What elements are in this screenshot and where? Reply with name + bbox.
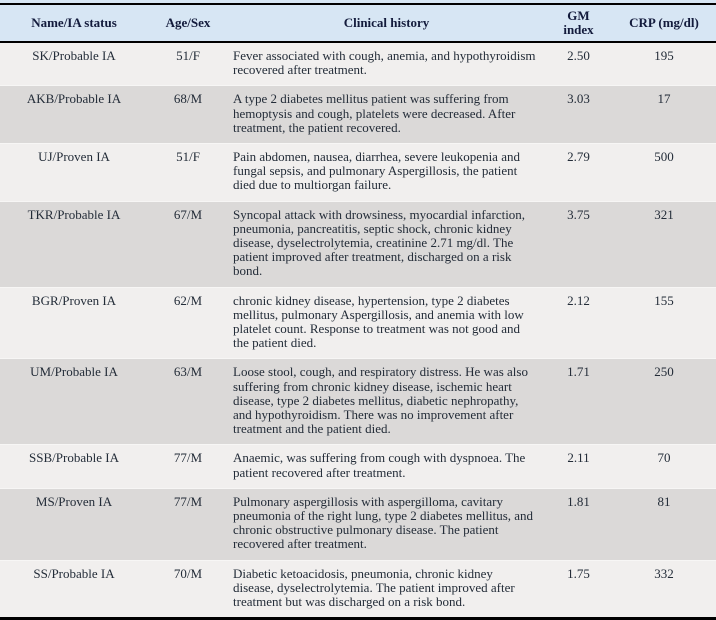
cell-name-ia-status: SS/Probable IA (0, 559, 148, 619)
cell-clinical-history: Pulmonary aspergillosis with aspergillom… (228, 487, 545, 561)
cell-crp: 500 (612, 143, 716, 202)
cell-gm-index: 3.75 (545, 200, 612, 288)
cell-name-ia-status: SSB/Probable IA (0, 444, 148, 489)
table-row: TKR/Probable IA 67/M Syncopal attack wit… (0, 200, 716, 288)
table-row: SS/Probable IA 70/M Diabetic ketoacidosi… (0, 559, 716, 619)
cell-gm-index: 2.12 (545, 286, 612, 359)
cell-age-sex: 77/M (148, 487, 228, 561)
cell-clinical-history: Diabetic ketoacidosis, pneumonia, chroni… (228, 559, 545, 619)
table-row: UJ/Proven IA 51/F Pain abdomen, nausea, … (0, 143, 716, 202)
table-row: UM/Probable IA 63/M Loose stool, cough, … (0, 358, 716, 445)
cell-age-sex: 70/M (148, 559, 228, 619)
cell-gm-index: 1.75 (545, 559, 612, 619)
cell-name-ia-status: TKR/Probable IA (0, 200, 148, 288)
cell-crp: 321 (612, 200, 716, 288)
col-header-gm-index: GM index (545, 4, 612, 43)
cell-clinical-history: Pain abdomen, nausea, diarrhea, severe l… (228, 143, 545, 202)
cell-gm-index: 2.11 (545, 444, 612, 489)
table-row: SK/Probable IA 51/F Fever associated wit… (0, 42, 716, 86)
cell-crp: 250 (612, 358, 716, 445)
table-row: BGR/Proven IA 62/M chronic kidney diseas… (0, 286, 716, 359)
header-row: Name/IA status Age/Sex Clinical history … (0, 4, 716, 43)
cell-crp: 70 (612, 444, 716, 489)
cell-age-sex: 51/F (148, 143, 228, 202)
cell-clinical-history: A type 2 diabetes mellitus patient was s… (228, 85, 545, 144)
cell-gm-index: 3.03 (545, 85, 612, 144)
cell-age-sex: 62/M (148, 286, 228, 359)
cell-gm-index: 1.71 (545, 358, 612, 445)
cell-name-ia-status: AKB/Probable IA (0, 85, 148, 144)
table-header: Name/IA status Age/Sex Clinical history … (0, 4, 716, 43)
ia-patient-case-table: Name/IA status Age/Sex Clinical history … (0, 3, 716, 620)
cell-age-sex: 51/F (176, 48, 200, 63)
cell-name-ia-status: UJ/Proven IA (0, 143, 148, 202)
cell-clinical-history: Anaemic, was suffering from cough with d… (228, 444, 545, 489)
cell-crp: 17 (612, 85, 716, 144)
table-row: AKB/Probable IA 68/M A type 2 diabetes m… (0, 85, 716, 144)
cell-age-sex: 77/M (148, 444, 228, 489)
table-row: MS/Proven IA 77/M Pulmonary aspergillosi… (0, 487, 716, 561)
table-body: SK/Probable IA 51/F Fever associated wit… (0, 42, 716, 619)
col-header-clinical-history: Clinical history (228, 4, 545, 43)
col-header-age-sex: Age/Sex (148, 4, 228, 43)
col-header-crp: CRP (mg/dl) (612, 4, 716, 43)
cell-name-ia-status: MS/Proven IA (0, 487, 148, 561)
cell-age-sex: 63/M (148, 358, 228, 445)
cell-age-sex: 67/M (148, 200, 228, 288)
cell-name-ia-status: SK/Probable IA (32, 48, 116, 63)
table-row: SSB/Probable IA 77/M Anaemic, was suffer… (0, 444, 716, 489)
cell-clinical-history: Fever associated with cough, anemia, and… (233, 48, 536, 78)
cell-crp: 332 (612, 559, 716, 619)
cell-name-ia-status: UM/Probable IA (0, 358, 148, 445)
cell-clinical-history: Loose stool, cough, and respiratory dist… (228, 358, 545, 445)
cell-gm-index: 2.50 (567, 48, 590, 63)
col-header-name-ia-status: Name/IA status (0, 4, 148, 43)
cell-gm-index: 2.79 (545, 143, 612, 202)
cell-crp: 155 (612, 286, 716, 359)
cell-age-sex: 68/M (148, 85, 228, 144)
cell-name-ia-status: BGR/Proven IA (0, 286, 148, 359)
cell-crp: 81 (612, 487, 716, 561)
table-top-margin-strip (0, 0, 716, 3)
cell-gm-index: 1.81 (545, 487, 612, 561)
cell-crp: 195 (654, 48, 674, 63)
cell-clinical-history: chronic kidney disease, hypertension, ty… (228, 286, 545, 359)
cell-clinical-history: Syncopal attack with drowsiness, myocard… (228, 200, 545, 288)
